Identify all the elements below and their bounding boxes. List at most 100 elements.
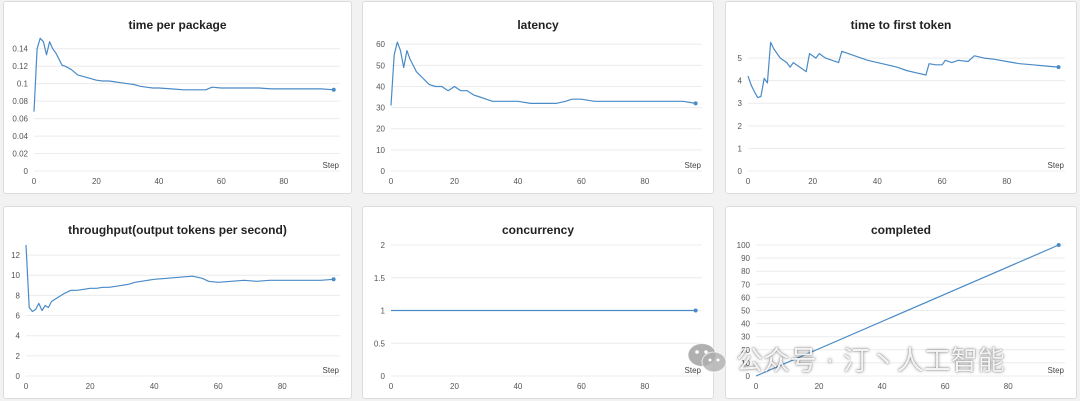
series-line — [747, 41, 1059, 99]
chart-panel-concurrency: concurrency 0 0.5 1 1.5 2 0 20 40 60 80 Step — [362, 206, 714, 399]
x-tick-label: 0 — [389, 382, 394, 391]
y-tick-label: 0 — [381, 372, 386, 381]
chart-panel-latency: latency 0 10 20 30 40 50 60 0 20 40 60 80 Step — [362, 1, 714, 194]
x-tick-label: 40 — [513, 177, 522, 186]
y-tick-label: 30 — [741, 333, 750, 342]
y-tick-label: 6 — [16, 312, 21, 321]
y-tick-label: 90 — [741, 254, 750, 263]
y-tick-label: 70 — [741, 280, 750, 289]
chart-title: time per package — [128, 18, 227, 32]
series-line — [390, 41, 696, 106]
x-tick-label: 20 — [808, 177, 817, 186]
chart-title: completed — [870, 223, 931, 237]
throughput-chart: 0 2 4 6 8 10 12 0 20 40 60 80 Step — [11, 244, 340, 391]
x-tick-label: 60 — [941, 382, 950, 391]
chart-title: time to first token — [850, 18, 952, 32]
x-tick-label: 0 — [32, 177, 37, 186]
x-axis-label: Step — [685, 161, 702, 170]
y-tick-label: 100 — [737, 241, 751, 250]
x-tick-label: 20 — [86, 382, 95, 391]
y-tick-label: 0 — [746, 372, 751, 381]
y-tick-label: 0.1 — [17, 80, 29, 89]
y-tick-label: 10 — [11, 271, 20, 280]
time-per-package-chart: 0 0.02 0.04 0.06 0.08 0.1 0.12 0.14 0 20 40 60 80 Ste… — [12, 37, 340, 186]
x-axis-label: Step — [323, 366, 340, 375]
y-tick-label: 0.14 — [12, 45, 28, 54]
watermark-text: 公众号 · 汀丶人工智能 — [736, 345, 1005, 377]
y-tick-label: 0.06 — [12, 115, 28, 124]
y-tick-label: 20 — [741, 346, 750, 355]
x-tick-label: 20 — [92, 177, 101, 186]
x-tick-label: 40 — [873, 177, 882, 186]
x-tick-label: 80 — [1004, 382, 1013, 391]
time-to-first-token-chart: 0 1 2 3 4 5 0 20 40 60 80 Step — [738, 41, 1065, 186]
y-tick-label: 0.04 — [12, 132, 28, 141]
series-line — [33, 37, 334, 112]
y-tick-label: 1.5 — [374, 274, 386, 283]
chart-title: throughput(output tokens per second) — [68, 223, 287, 237]
chart-title: latency — [517, 18, 559, 32]
chart-panel-throughput: throughput(output tokens per second) 0 2 4… — [3, 206, 352, 399]
y-tick-label: 10 — [376, 146, 385, 155]
y-tick-label: 60 — [741, 293, 750, 302]
x-tick-label: 60 — [214, 382, 223, 391]
last-point-marker — [693, 101, 698, 106]
last-point-marker — [331, 277, 336, 282]
y-tick-label: 0 — [738, 167, 743, 176]
y-tick-label: 4 — [738, 77, 743, 86]
y-tick-label: 80 — [741, 267, 750, 276]
chart-panel-time-to-first-token: time to first token 0 1 2 3 4 5 0 20 40 60 80 Step — [725, 1, 1077, 194]
series-line — [25, 244, 334, 313]
y-tick-label: 20 — [376, 125, 385, 134]
chart-panel-completed: completed 0 10 20 30 40 50 60 70 80 90 100 0 20 40 60 8… — [725, 206, 1077, 399]
x-tick-label: 40 — [154, 177, 163, 186]
x-tick-label: 40 — [513, 382, 522, 391]
x-tick-label: 0 — [389, 177, 394, 186]
last-point-marker — [1056, 65, 1061, 70]
y-tick-label: 0 — [381, 167, 386, 176]
y-tick-label: 60 — [376, 40, 385, 49]
y-tick-label: 50 — [376, 61, 385, 70]
y-tick-label: 0.08 — [12, 97, 28, 106]
x-tick-label: 0 — [754, 382, 759, 391]
y-tick-label: 0 — [24, 167, 29, 176]
y-tick-label: 0.12 — [12, 62, 28, 71]
x-tick-label: 20 — [450, 177, 459, 186]
watermark: 公众号 · 汀丶人工智能 — [686, 338, 1005, 378]
y-tick-label: 5 — [738, 54, 743, 63]
x-tick-label: 60 — [577, 177, 586, 186]
y-tick-label: 1 — [738, 144, 743, 153]
last-point-marker — [331, 87, 336, 92]
y-tick-label: 0.5 — [374, 339, 386, 348]
x-tick-label: 60 — [938, 177, 947, 186]
chart-panel-time-per-package: time per package 0 0.02 0.04 0.06 0.08 0.1 0.1… — [3, 1, 352, 194]
x-tick-label: 80 — [278, 382, 287, 391]
x-tick-label: 40 — [150, 382, 159, 391]
y-tick-label: 0.02 — [12, 150, 28, 159]
x-tick-label: 80 — [640, 177, 649, 186]
y-tick-label: 4 — [16, 332, 21, 341]
y-tick-label: 8 — [16, 291, 21, 300]
y-tick-label: 12 — [11, 251, 20, 260]
x-tick-label: 80 — [640, 382, 649, 391]
x-tick-label: 80 — [279, 177, 288, 186]
y-tick-label: 50 — [741, 307, 750, 316]
chart-title: concurrency — [501, 223, 575, 237]
latency-chart: 0 10 20 30 40 50 60 0 20 40 60 80 Step — [376, 40, 702, 186]
x-tick-label: 40 — [878, 382, 887, 391]
x-tick-label: 60 — [217, 177, 226, 186]
y-tick-label: 10 — [741, 359, 750, 368]
y-tick-label: 3 — [738, 99, 743, 108]
x-tick-label: 0 — [746, 177, 751, 186]
completed-chart: 0 10 20 30 40 50 60 70 80 90 100 0 20 40 60 80 Step — [737, 241, 1065, 391]
y-tick-label: 2 — [16, 352, 21, 361]
x-axis-label: Step — [1048, 161, 1065, 170]
series-line — [755, 244, 1059, 377]
y-tick-label: 30 — [376, 104, 385, 113]
y-tick-label: 40 — [741, 320, 750, 329]
x-tick-label: 0 — [24, 382, 29, 391]
last-point-marker — [693, 308, 698, 313]
y-tick-label: 1 — [381, 307, 386, 316]
x-tick-label: 20 — [450, 382, 459, 391]
